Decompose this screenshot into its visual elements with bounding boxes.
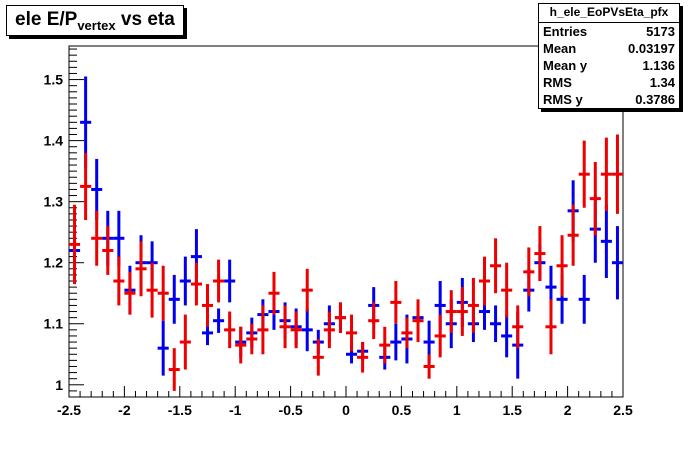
x-tick-label: 0.5: [392, 402, 412, 418]
stats-value: 1.34: [649, 75, 675, 90]
x-tick-label: 1.5: [502, 402, 522, 418]
stats-label: Entries: [543, 24, 588, 39]
title-subscript: vertex: [77, 18, 116, 33]
stats-label: Mean y: [543, 58, 588, 73]
title-tail: vs eta: [115, 9, 175, 30]
y-tick-label: 1.3: [44, 194, 64, 210]
y-tick-label: 1.5: [44, 72, 64, 88]
y-tick-label: 1: [55, 377, 63, 393]
stats-box: h_ele_EoPVsEta_pfx Entries 5173 Mean 0.0…: [538, 3, 680, 109]
x-tick-label: 2.5: [613, 402, 633, 418]
title-main: ele E/P: [15, 9, 78, 30]
x-tick-label: 0: [342, 402, 350, 418]
y-tick-label: 1.4: [44, 133, 64, 149]
stats-row-rms: RMS 1.34: [539, 74, 679, 91]
stats-row-mean: Mean 0.03197: [539, 40, 679, 57]
histogram-title: ele E/Pvertex vs eta: [6, 5, 184, 36]
stats-value: 0.03197: [628, 41, 675, 56]
x-tick-label: 2: [564, 402, 572, 418]
stats-histogram-name: h_ele_EoPVsEta_pfx: [539, 4, 679, 23]
x-tick-label: -2.5: [57, 402, 81, 418]
series-red: [69, 134, 623, 391]
x-tick-label: 1: [453, 402, 461, 418]
stats-label: RMS y: [543, 92, 583, 107]
stats-label: Mean: [543, 41, 577, 56]
x-tick-label: -1.5: [168, 402, 192, 418]
stats-value: 5173: [646, 24, 675, 39]
y-tick-label: 1.1: [44, 316, 64, 332]
x-tick-label: -0.5: [279, 402, 303, 418]
x-tick-label: -1: [229, 402, 242, 418]
y-tick-label: 1.2: [44, 255, 64, 271]
x-tick-label: -2: [118, 402, 131, 418]
stats-label: RMS: [543, 75, 572, 90]
stats-value: 0.3786: [635, 92, 675, 107]
stats-row-rms-y: RMS y 0.3786: [539, 91, 679, 108]
stats-value: 1.136: [642, 58, 675, 73]
stats-row-mean-y: Mean y 1.136: [539, 57, 679, 74]
stats-row-entries: Entries 5173: [539, 23, 679, 40]
